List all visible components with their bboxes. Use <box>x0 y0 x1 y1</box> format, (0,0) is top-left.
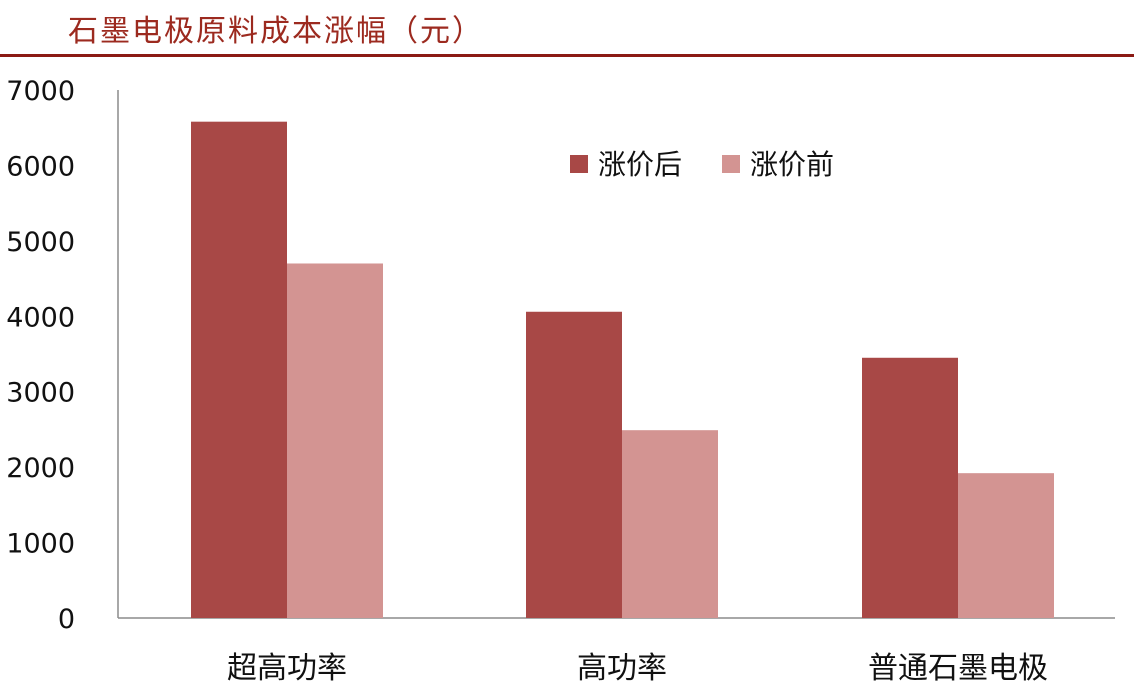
title-bar: 石墨电极原料成本涨幅（元） <box>0 0 1134 58</box>
y-tick-label: 6000 <box>6 151 75 182</box>
y-tick-label: 0 <box>58 604 75 635</box>
y-tick-label: 4000 <box>6 302 75 333</box>
title-divider <box>0 54 1134 57</box>
bar-before-1 <box>622 430 718 618</box>
legend-swatch <box>570 155 588 173</box>
bar-after-0 <box>191 121 287 619</box>
legend-swatch <box>722 155 740 173</box>
x-category-label: 高功率 <box>577 651 667 686</box>
legend: 涨价后 涨价前 <box>570 148 834 181</box>
y-tick-label: 5000 <box>6 227 75 258</box>
x-category-label: 普通石墨电极 <box>868 651 1048 686</box>
y-tick-label: 7000 <box>6 76 75 107</box>
y-tick-label: 3000 <box>6 378 75 409</box>
y-tick-label: 1000 <box>6 529 75 560</box>
bar-after-1 <box>526 311 622 618</box>
bars <box>191 121 1054 619</box>
legend-label: 涨价前 <box>750 148 834 181</box>
bar-before-0 <box>287 263 383 618</box>
legend-label: 涨价后 <box>598 148 682 181</box>
chart-title: 石墨电极原料成本涨幅（元） <box>68 14 484 49</box>
bar-after-2 <box>862 357 958 618</box>
axis-labels: 0 1000 2000 3000 4000 5000 6000 7000 超高功率 高功率 普通石墨… <box>6 76 1048 686</box>
x-category-label: 超高功率 <box>227 651 347 686</box>
bar-before-2 <box>958 473 1054 618</box>
y-tick-label: 2000 <box>6 453 75 484</box>
